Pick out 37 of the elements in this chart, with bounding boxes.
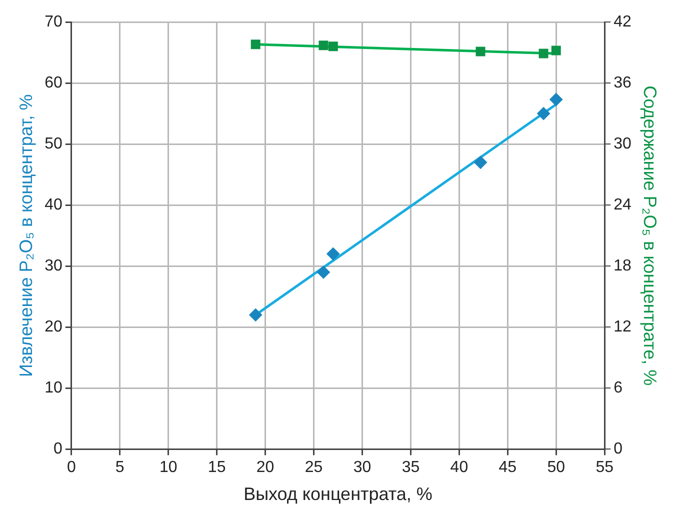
x-tick-label: 55: [596, 459, 614, 476]
y2-tick-label: 0: [614, 440, 623, 458]
y2-tick-label: 18: [614, 258, 632, 275]
y-tick-label: 20: [44, 318, 62, 336]
x-tick-label: 35: [402, 459, 420, 476]
x-tick-label: 40: [450, 459, 468, 476]
point: [249, 308, 262, 322]
x-tick-label: 45: [498, 459, 517, 476]
point: [474, 156, 488, 169]
y-tick-label: 70: [44, 13, 62, 30]
x-axis-title: Выход концентрата, %: [244, 484, 432, 504]
y2-tick-label: 6: [614, 380, 623, 397]
point: [316, 266, 330, 279]
y2-tick-label: 24: [614, 196, 632, 214]
y-axis-title: Извлечение P₂O₅ в концентрат, %: [16, 94, 36, 377]
y2-tick-label: 30: [614, 135, 632, 152]
y-tick-label: 40: [44, 196, 62, 214]
y2-tick-label: 42: [614, 13, 632, 30]
x-tick-label: 30: [353, 459, 372, 476]
y-tick-label: 50: [44, 135, 62, 152]
y-tick-label: 60: [44, 74, 62, 92]
x-tick-label: 20: [256, 459, 274, 476]
point: [537, 107, 550, 120]
x-tick-label: 10: [159, 459, 178, 476]
y2-axis-title: Содержание P₂O₅ в концентрате, %: [640, 86, 660, 386]
x-tick-label: 15: [208, 459, 226, 476]
x-tick-label: 0: [66, 459, 76, 476]
y-tick-label: 10: [44, 380, 62, 397]
y2-tick-label: 36: [614, 74, 632, 92]
y-tick-label: 30: [44, 258, 62, 275]
point: [550, 93, 563, 106]
y-tick-label: 0: [53, 440, 62, 458]
x-tick-label: 5: [115, 459, 124, 476]
x-tick-label: 50: [547, 459, 566, 476]
point: [326, 247, 340, 260]
x-tick-label: 25: [304, 459, 323, 476]
y2-tick-label: 12: [614, 318, 632, 336]
